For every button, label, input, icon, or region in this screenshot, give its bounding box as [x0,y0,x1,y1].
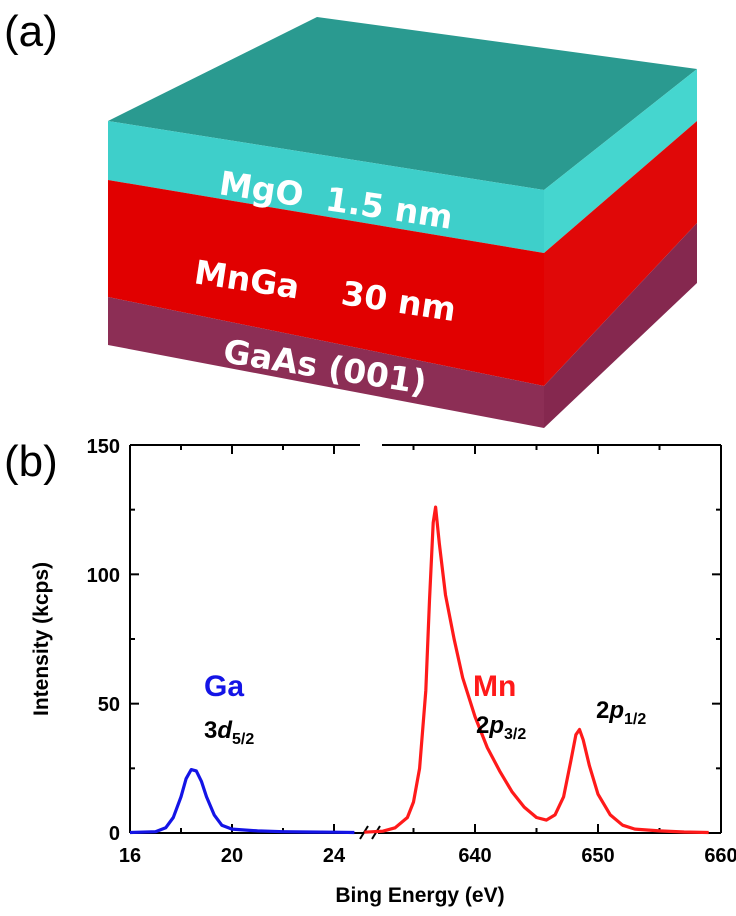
mn-element-label: Mn [473,670,516,703]
mgo-top-face [108,17,697,190]
mn-2p32-label: 2p3/2 [476,712,526,743]
y-tick-label-0: 0 [109,823,120,845]
x-tick-label-24: 24 [323,845,346,867]
x-tick-label-650: 650 [581,845,614,867]
panel-b-label: (b) [4,437,58,486]
mn-2p-spectrum-line [364,505,709,835]
y-axis-title: Intensity (kcps) [30,562,53,716]
gaas-front-face [108,297,544,428]
mn-2p32-letter: p [488,712,504,739]
mgo-front-face [108,121,544,253]
ga-orbital-label: 3d5/2 [204,717,254,748]
axis-ticks [129,444,722,834]
x-tick-label-660: 660 [704,845,736,867]
mn-2p12-number: 2 [596,697,609,724]
mn-2p32-subscript: 3/2 [504,726,526,743]
axis-break-mark-1 [359,825,369,840]
mgo-side-face [544,69,697,253]
y-tick-label-50: 50 [98,694,120,716]
x-axis-title: Bing Energy (eV) [335,884,504,907]
y-tick-label-100: 100 [87,565,120,587]
mnga-side-face [544,121,697,386]
ga-orbital-number: 3 [204,717,217,744]
mnga-front-face [108,180,544,386]
x-tick-label-16: 16 [119,845,141,867]
panel-a-label: (a) [4,7,58,56]
mn-2p32-number: 2 [476,712,489,739]
ga-orbital-letter: d [217,717,233,744]
y-tick-label-150: 150 [87,436,120,458]
ga-orbital-subscript: 5/2 [232,731,254,748]
mn-2p12-label: 2p1/2 [596,697,646,728]
mn-2p12-letter: p [608,697,624,724]
x-tick-label-640: 640 [458,845,491,867]
layer-stack: MgO 1.5 nm MnGa 30 nm GaAs (001) [108,17,697,428]
mn-2p12-subscript: 1/2 [624,711,646,728]
x-tick-label-20: 20 [221,845,243,867]
ga-element-label: Ga [204,670,244,703]
ga-3d-spectrum-line [129,768,355,835]
gaas-side-face [544,223,697,428]
xps-chart: 0 50 100 150 16 20 24 640 650 660 Bing E… [30,436,736,907]
